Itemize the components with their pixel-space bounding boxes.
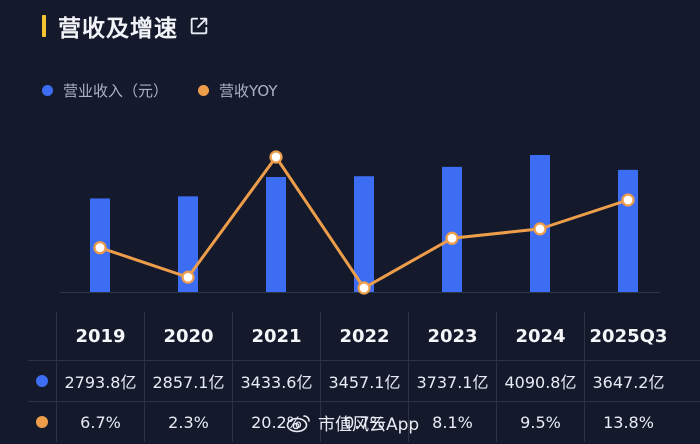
revenue-bar-2022[interactable] [354, 176, 374, 292]
category-label-2021: 2021 [232, 312, 320, 360]
revenue-value-2023: 3737.1亿 [408, 361, 496, 401]
yoy-point-2025Q3[interactable] [621, 193, 635, 207]
watermark-text: 市值风云App [318, 415, 420, 435]
title-accent-bar [42, 15, 46, 37]
yoy-point-2019[interactable] [93, 241, 107, 255]
legend-revenue-label: 营业收入（元） [63, 81, 169, 100]
legend-yoy-label: 营收YOY [219, 81, 278, 100]
revenue-bar-2023[interactable] [442, 166, 462, 292]
table-row-revenue-marker [28, 361, 56, 401]
category-label-2023: 2023 [408, 312, 496, 360]
legend-yoy-dot [198, 84, 210, 96]
data-table: 2019 2020 2021 2022 2023 2024 2025Q3 2793.8亿 285… [28, 312, 700, 444]
revenue-value-2025Q3: 3647.2亿 [584, 361, 672, 401]
yoy-point-2023[interactable] [445, 231, 459, 245]
yoy-value-2022: 0.7% [320, 402, 408, 442]
revenue-value-2020: 2857.1亿 [144, 361, 232, 401]
category-label-2019: 2019 [56, 312, 144, 360]
yoy-value-2025Q3: 13.8% [584, 402, 672, 442]
weibo-icon [286, 414, 310, 432]
category-label-2024: 2024 [496, 312, 584, 360]
table-row-yoy-marker [28, 402, 56, 442]
category-label-2020: 2020 [144, 312, 232, 360]
revenue-bar-2025Q3[interactable] [618, 169, 638, 292]
table-header-row-marker [28, 312, 56, 360]
external-link-icon[interactable] [188, 15, 210, 37]
revenue-value-2024: 4090.8亿 [496, 361, 584, 401]
table-row-revenue-dot [36, 375, 48, 387]
legend-item-revenue[interactable]: 营业收入（元） [42, 80, 168, 101]
category-label-2025Q3: 2025Q3 [584, 312, 672, 360]
table-header-row: 2019 2020 2021 2022 2023 2024 2025Q3 [28, 312, 700, 360]
revenue-chart [60, 150, 660, 295]
chart-title: 营收及增速 [58, 16, 178, 42]
yoy-point-2020[interactable] [181, 270, 195, 284]
legend-revenue-dot [42, 84, 53, 96]
yoy-value-2020: 2.3% [144, 402, 232, 442]
revenue-value-2022: 3457.1亿 [320, 361, 408, 401]
yoy-value-2019: 6.7% [56, 402, 144, 442]
table-row-yoy-dot [36, 416, 48, 428]
chart-legend: 营业收入（元） 营收YOY [42, 78, 308, 102]
table-row-revenue: 2793.8亿 2857.1亿 3433.6亿 3457.1亿 3737.1亿 4090.… [28, 360, 700, 401]
table-row-yoy: 6.7% 2.3% 20.2% 0.7% 8.1% 9.5% 13.8% [28, 401, 700, 442]
revenue-bar-2021[interactable] [266, 177, 286, 292]
yoy-point-2024[interactable] [533, 222, 547, 236]
watermark: 市值风云App [286, 410, 419, 435]
yoy-point-2021[interactable] [269, 150, 283, 164]
yoy-value-2023: 8.1% [408, 402, 496, 442]
yoy-point-2022[interactable] [357, 281, 371, 295]
legend-item-yoy[interactable]: 营收YOY [198, 80, 278, 101]
category-label-2022: 2022 [320, 312, 408, 360]
yoy-value-2021: 20.2% [232, 402, 320, 442]
yoy-value-2024: 9.5% [496, 402, 584, 442]
revenue-value-2021: 3433.6亿 [232, 361, 320, 401]
revenue-value-2019: 2793.8亿 [56, 361, 144, 401]
chart-header: 营收及增速 [42, 8, 210, 44]
